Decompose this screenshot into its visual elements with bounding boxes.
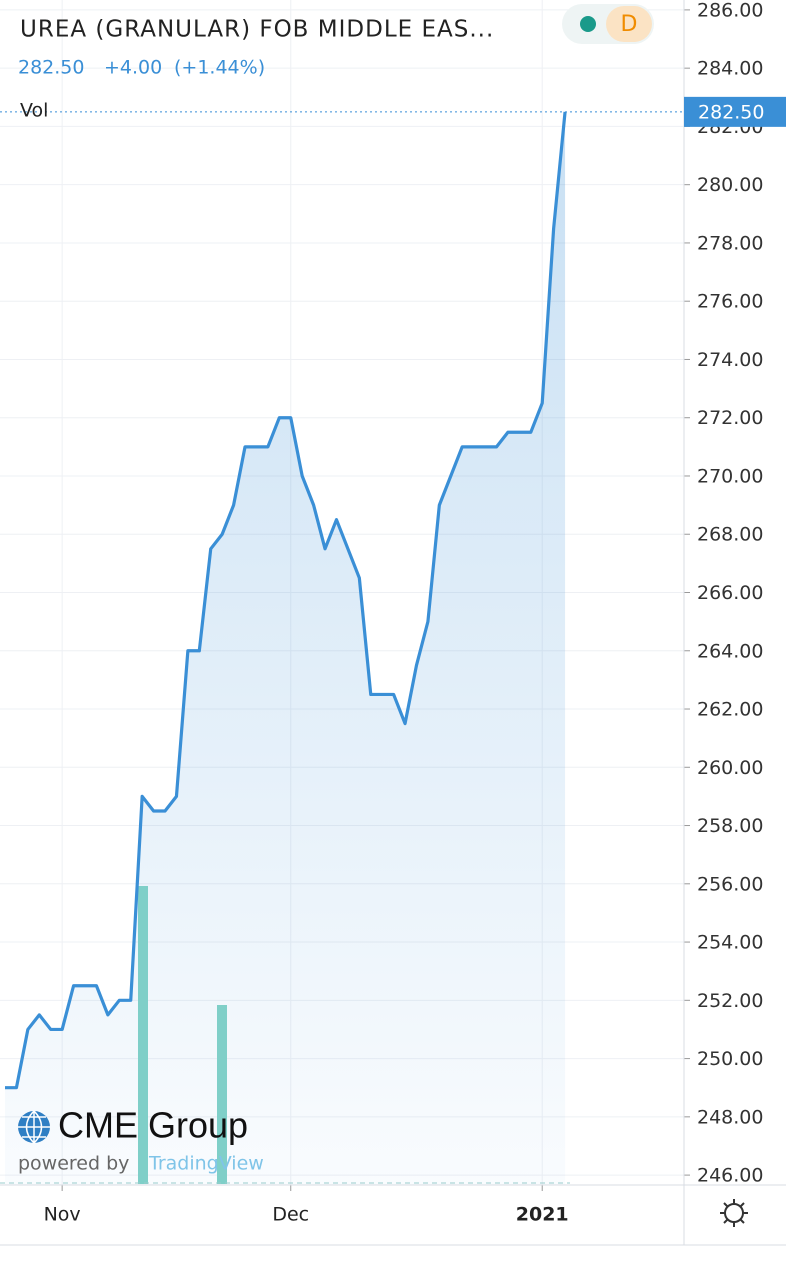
x-tick-label: Dec (272, 1204, 309, 1226)
y-tick-label: 258.00 (697, 815, 763, 837)
volume-bar (138, 886, 148, 1184)
y-tick-label: 276.00 (697, 291, 763, 313)
y-tick-label: 270.00 (697, 465, 763, 487)
y-tick-label: 254.00 (697, 932, 763, 954)
logo: CME Group powered by TradingView (18, 1105, 264, 1175)
logo-powered: powered by (18, 1153, 129, 1175)
settings-icon[interactable] (720, 1199, 748, 1227)
y-tick-label: 246.00 (697, 1165, 763, 1187)
status-dot (580, 16, 596, 32)
y-tick-label: 262.00 (697, 699, 763, 721)
y-tick-label: 286.00 (697, 0, 763, 21)
last-price-tag-label: 282.50 (698, 101, 764, 123)
y-tick-label: 280.00 (697, 174, 763, 196)
y-tick-label: 278.00 (697, 232, 763, 254)
interval-pill[interactable] (606, 6, 652, 42)
volume-label: Vol (20, 100, 48, 122)
y-tick-label: 284.00 (697, 58, 763, 80)
y-tick-label: 264.00 (697, 640, 763, 662)
y-tick-label: 252.00 (697, 990, 763, 1012)
price-line (5, 111, 567, 1090)
chart-title: UREA (GRANULAR) FOB MIDDLE EAS... (20, 17, 494, 43)
last-price-tag (684, 96, 786, 127)
y-tick-label: 266.00 (697, 582, 763, 604)
last-price: 282.50 (18, 57, 84, 79)
gear-teeth[interactable] (720, 1199, 748, 1227)
price-change: +4.00 (104, 57, 162, 79)
x-tick-label: 2021 (516, 1204, 569, 1226)
y-tick-label: 250.00 (697, 1048, 763, 1070)
logo-platform: TradingView (148, 1153, 264, 1175)
y-tick-label: 268.00 (697, 524, 763, 546)
y-tick-label: 256.00 (697, 873, 763, 895)
volume-bar (217, 1005, 227, 1184)
x-tick-label: Nov (44, 1204, 81, 1226)
y-tick-label: 260.00 (697, 757, 763, 779)
y-tick-label: 274.00 (697, 349, 763, 371)
logo-brand: CME Group (58, 1105, 248, 1146)
logo-globe-lines (18, 1110, 50, 1144)
interval[interactable]: D (621, 12, 638, 37)
price-change-pct: (+1.44%) (174, 57, 265, 79)
y-tick-label: 248.00 (697, 1106, 763, 1128)
y-tick-label: 272.00 (697, 407, 763, 429)
